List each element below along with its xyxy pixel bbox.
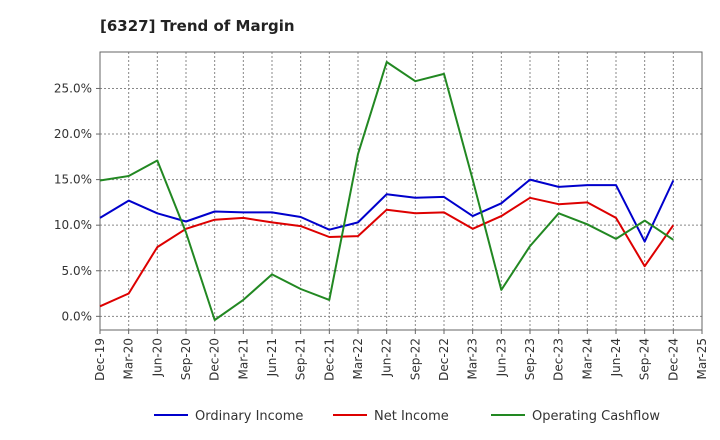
legend-label: Ordinary Income	[195, 409, 303, 424]
x-tick-label: Dec-24	[666, 338, 680, 381]
grid-lines	[99, 52, 703, 330]
y-axis-ticks: 0.0% 5.0% 10.0% 15.0% 20.0% 25.0%	[54, 81, 100, 323]
x-tick-label: Dec-19	[93, 338, 107, 381]
x-tick-label: Sep-23	[523, 338, 537, 380]
legend: Ordinary Income Net Income Operating Cashf…	[154, 409, 660, 424]
series-lines	[99, 61, 675, 321]
legend-label: Net Income	[374, 409, 449, 424]
y-tick-label: 5.0%	[62, 264, 93, 278]
legend-label: Operating Cashflow	[532, 409, 660, 424]
x-tick-label: Dec-23	[552, 338, 566, 381]
series-line-ordinary-income	[99, 178, 675, 243]
x-tick-label: Sep-24	[638, 338, 652, 380]
x-tick-label: Sep-20	[179, 338, 193, 380]
chart-title: [6327] Trend of Margin	[100, 17, 295, 35]
x-tick-label: Jun-24	[609, 338, 623, 377]
y-tick-label: 0.0%	[62, 309, 93, 323]
x-tick-label: Mar-21	[236, 338, 250, 379]
x-tick-label: Jun-22	[380, 338, 394, 377]
x-tick-label: Mar-22	[351, 338, 365, 379]
series-line-operating-cashflow	[99, 61, 674, 321]
x-tick-label: Sep-21	[294, 338, 308, 380]
y-tick-label: 25.0%	[54, 81, 92, 95]
x-axis-ticks: Dec-19 Mar-20 Jun-20 Sep-20 Dec-20 Mar-21 Jun-…	[93, 330, 709, 381]
series-line-net-income	[99, 196, 675, 308]
y-tick-label: 10.0%	[54, 218, 92, 232]
y-tick-label: 15.0%	[54, 173, 92, 187]
x-tick-label: Mar-20	[122, 338, 136, 379]
x-tick-label: Dec-20	[208, 338, 222, 381]
plot-area-frame	[99, 51, 703, 331]
x-tick-label: Dec-22	[437, 338, 451, 381]
x-tick-label: Sep-22	[408, 338, 422, 380]
x-tick-label: Mar-24	[580, 338, 594, 379]
x-tick-label: Mar-23	[466, 338, 480, 379]
y-tick-label: 20.0%	[54, 127, 92, 141]
x-tick-label: Jun-20	[150, 338, 164, 377]
x-tick-label: Jun-23	[494, 338, 508, 377]
x-tick-label: Dec-21	[322, 338, 336, 381]
x-tick-label: Jun-21	[265, 338, 279, 377]
x-tick-label: Mar-25	[695, 338, 709, 379]
